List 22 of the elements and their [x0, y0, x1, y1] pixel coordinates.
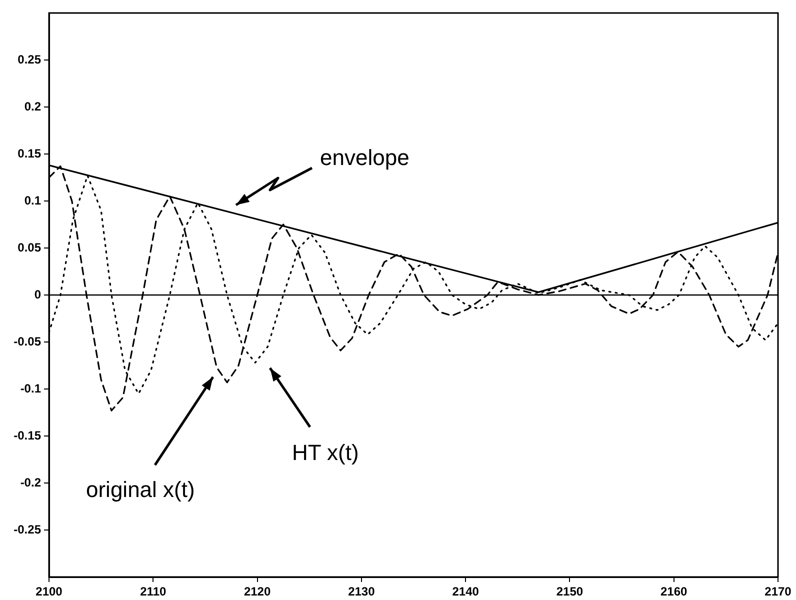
y-tick-label: 0.05 — [18, 240, 42, 254]
y-tick-label: -0.05 — [14, 334, 42, 348]
x-tick-label: 2130 — [348, 584, 376, 599]
x-tick-label: 2140 — [452, 584, 480, 599]
y-tick-label: 0.15 — [18, 146, 42, 160]
annotation: envelope — [320, 145, 410, 170]
y-tick-label: -0.1 — [20, 381, 42, 396]
y-tick-label: 0.1 — [24, 193, 42, 208]
x-tick-label: 2160 — [660, 584, 688, 599]
y-tick-label: -0.15 — [14, 428, 42, 442]
x-tick-label: 2150 — [556, 584, 584, 599]
annotation: HT x(t) — [292, 440, 359, 465]
y-tick-label: 0.25 — [18, 52, 42, 66]
y-tick-label: 0.2 — [24, 99, 42, 114]
x-tick-label: 2110 — [140, 584, 166, 599]
x-tick-label: 2100 — [36, 584, 63, 599]
x-tick-label: 2170 — [764, 584, 792, 599]
annotation: original x(t) — [86, 477, 195, 502]
x-tick-label: 2120 — [244, 584, 271, 599]
y-tick-label: 0 — [34, 287, 42, 302]
y-tick-label: -0.2 — [20, 475, 42, 490]
y-tick-label: -0.25 — [14, 522, 42, 536]
